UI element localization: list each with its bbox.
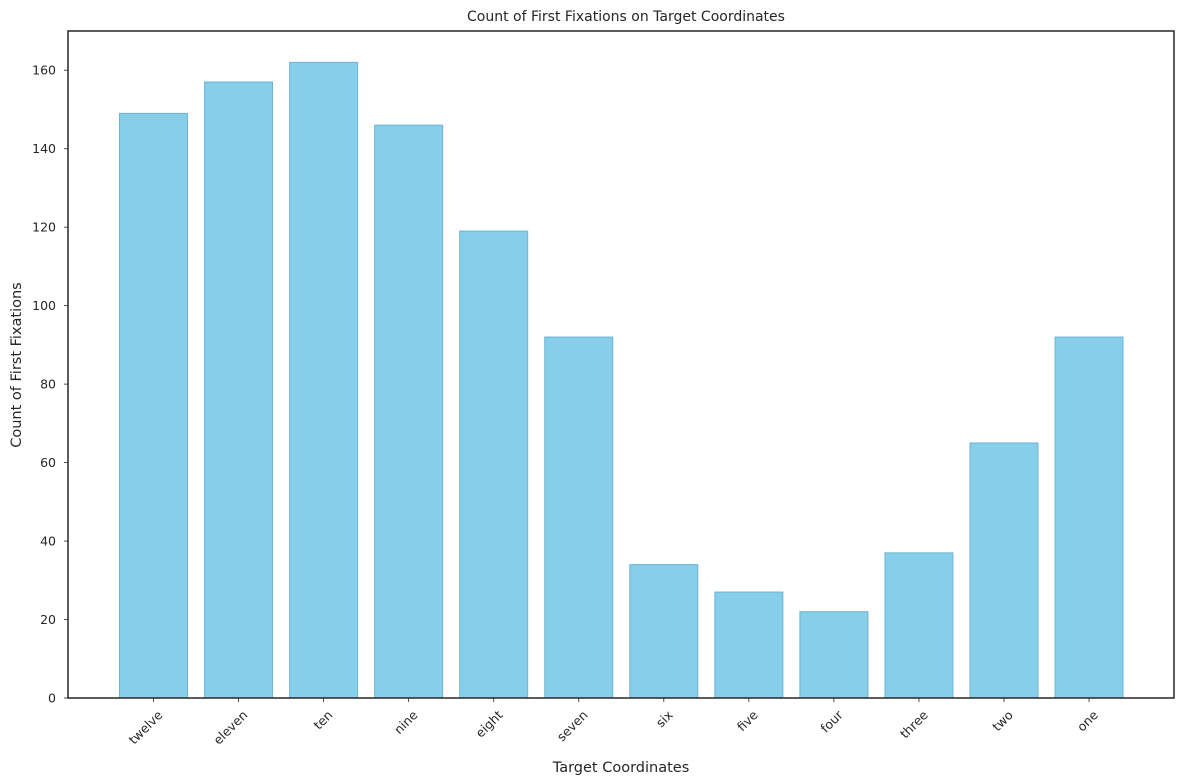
bar-eleven <box>204 81 274 699</box>
plot-frame <box>67 30 1175 699</box>
bar-two <box>969 442 1039 699</box>
bar-seven <box>544 336 614 699</box>
y-tick-label: 140 <box>32 141 56 156</box>
bar-eight <box>459 230 529 699</box>
y-tick-label: 100 <box>32 298 56 313</box>
bar-five <box>714 591 784 699</box>
bar-four <box>799 611 869 699</box>
bar-three <box>884 552 954 699</box>
y-tick-label: 120 <box>32 220 56 235</box>
y-tick-label: 60 <box>40 455 56 470</box>
bars-group <box>119 61 1124 699</box>
bar-one <box>1054 336 1124 699</box>
bar-nine <box>374 124 444 699</box>
bar-ten <box>289 61 359 699</box>
y-tick-label: 0 <box>48 691 56 706</box>
y-axis-label: Count of First Fixations <box>9 282 25 448</box>
y-tick-label: 40 <box>40 534 56 549</box>
bar-twelve <box>119 112 188 699</box>
y-axis-ticks: 0 20 40 60 80 100 120 140 160 <box>32 63 68 706</box>
y-tick-label: 20 <box>40 612 56 627</box>
y-tick-label: 80 <box>40 377 56 392</box>
x-axis-label: Target Coordinates <box>552 760 690 776</box>
chart-title: Count of First Fixations on Target Coord… <box>467 9 785 25</box>
bar-six <box>629 564 699 699</box>
y-tick-label: 160 <box>32 63 56 78</box>
